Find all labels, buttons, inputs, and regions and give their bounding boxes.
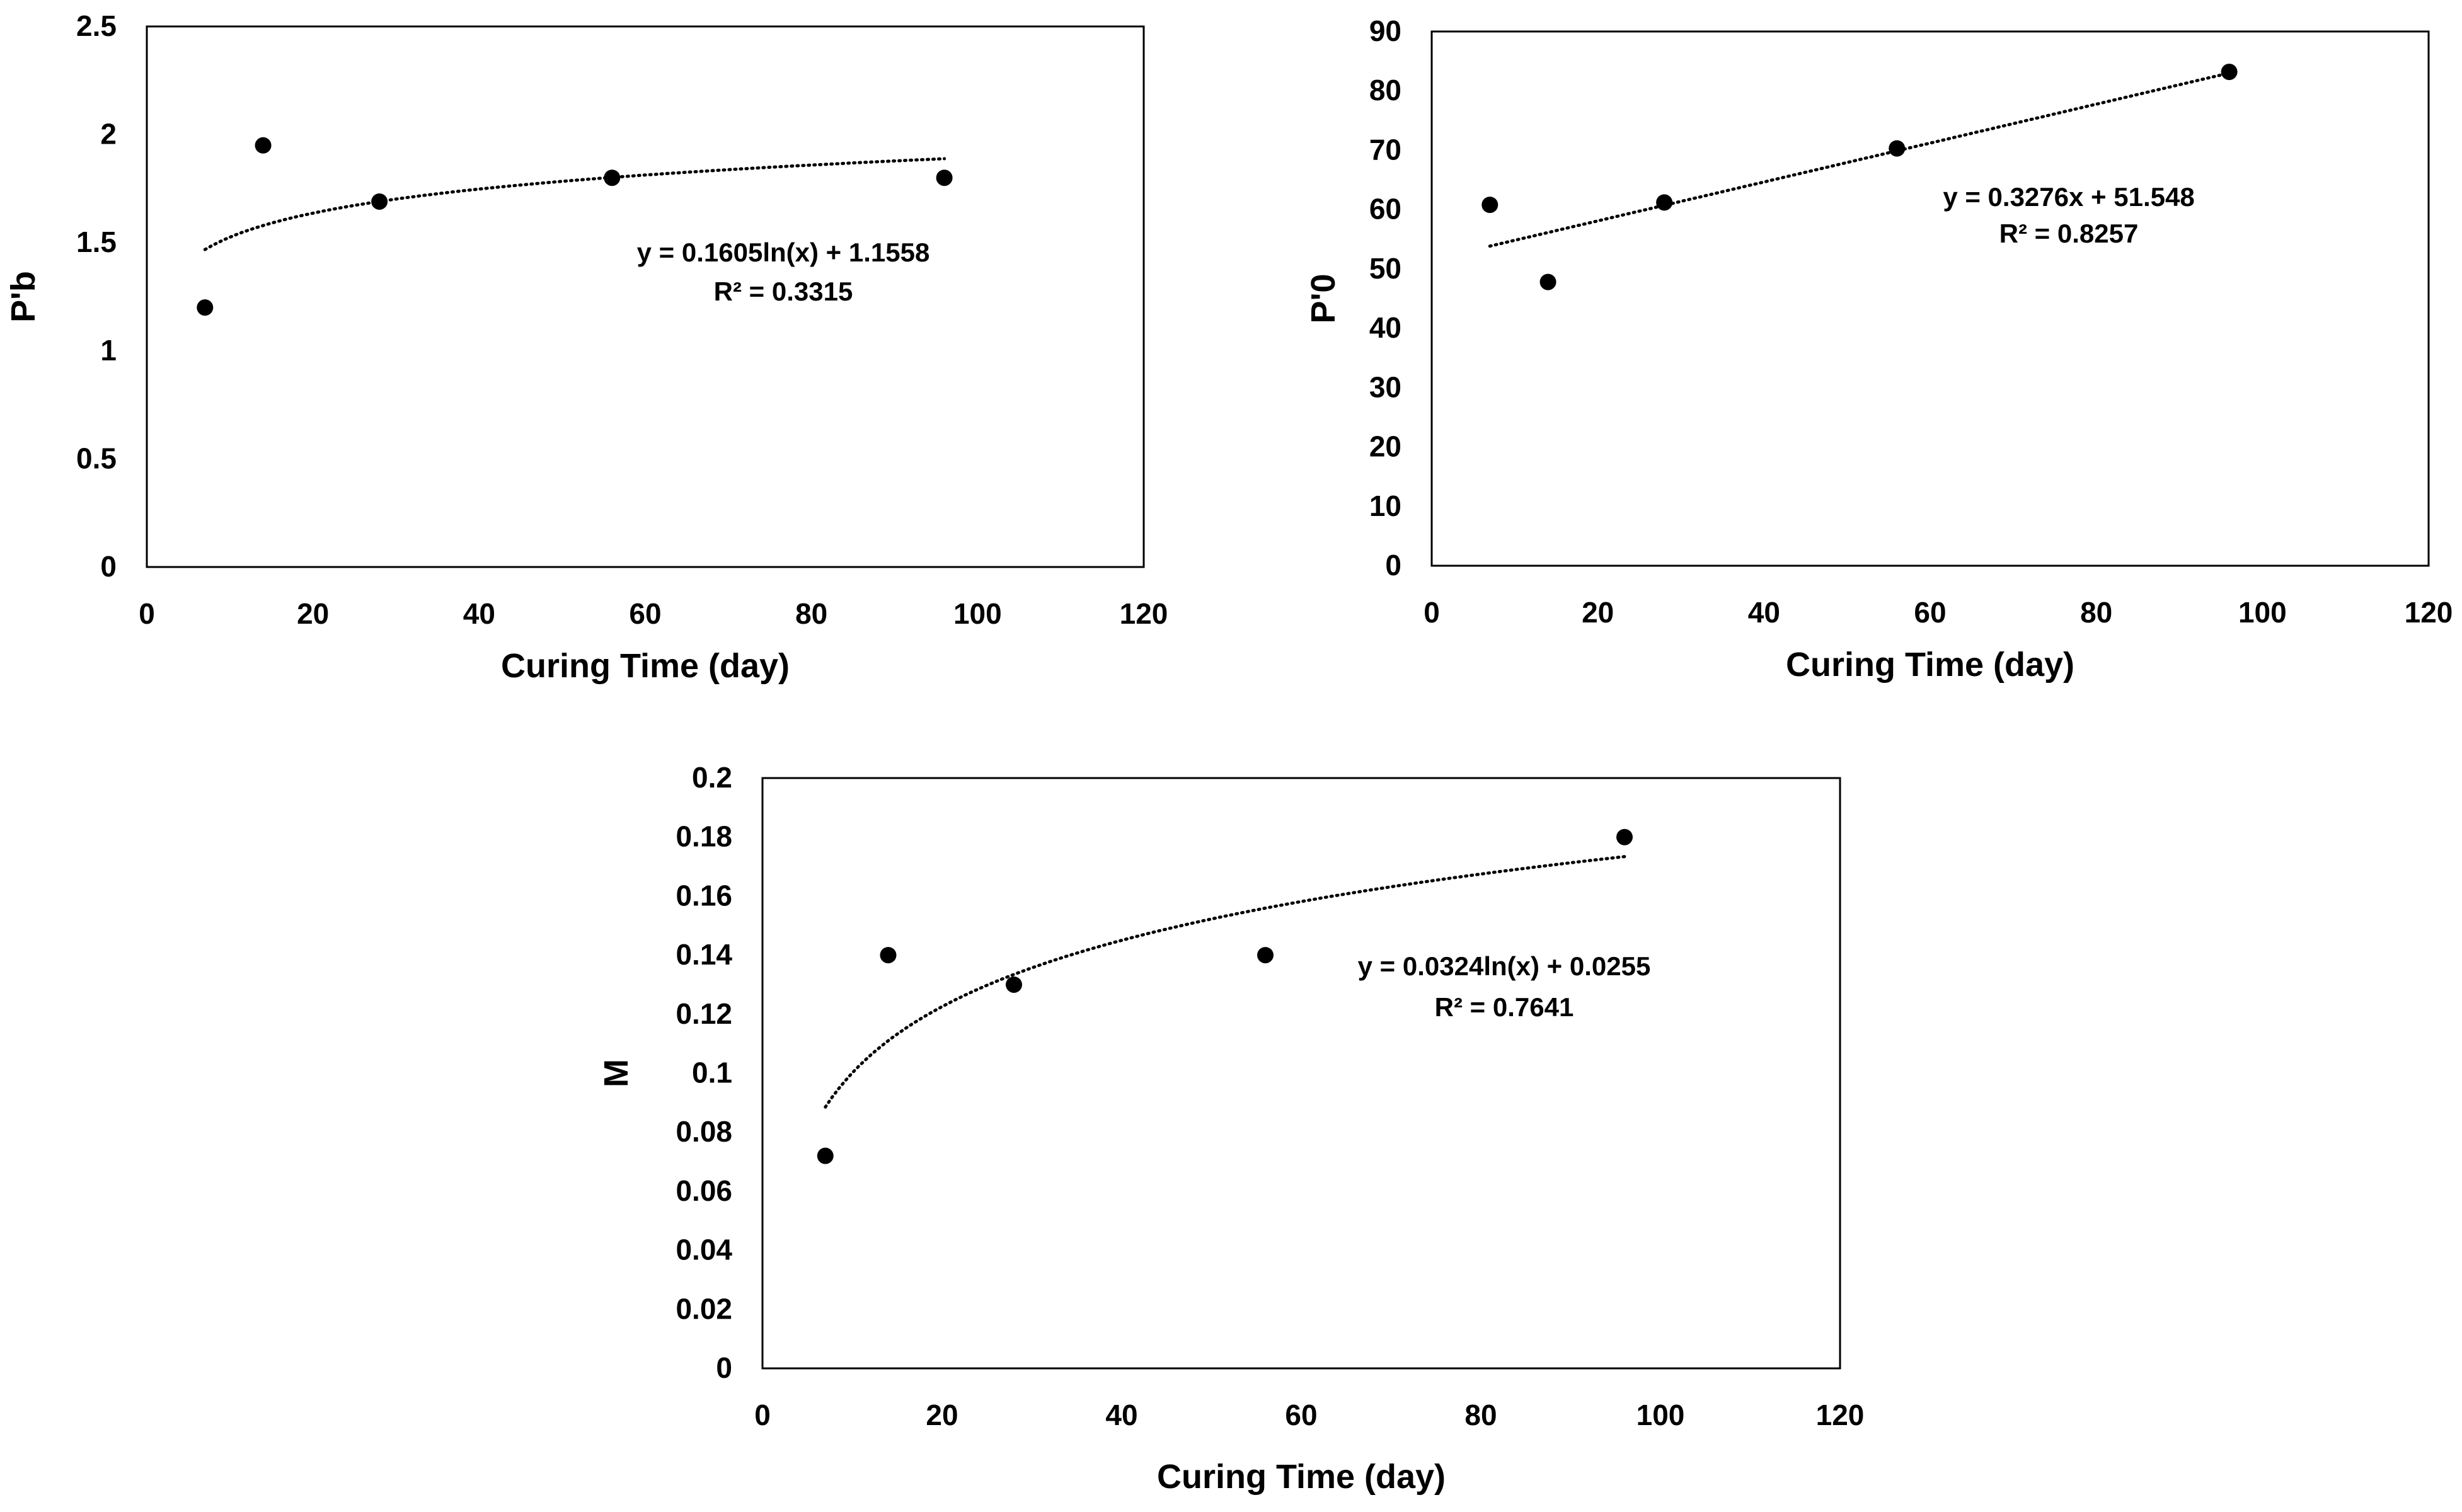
chart-pb: 0 0.5 1 1.5 2 2.5 0 20 40 60 80 100 120 Curing Time (…	[4, 9, 1168, 685]
y-tick-label: 0	[100, 550, 117, 583]
y-tick-label: 2	[100, 118, 117, 151]
x-tick-label: 60	[1914, 596, 1946, 629]
y-tick-label: 0	[716, 1351, 732, 1384]
y-tick-label: 80	[1369, 74, 1401, 106]
plot-area-frame	[1430, 30, 2430, 567]
x-tick-label: 60	[1285, 1399, 1317, 1431]
x-tick-label: 20	[297, 597, 329, 630]
data-point	[1539, 273, 1556, 290]
chart-m: 0 0.02 0.04 0.06 0.08 0.1 0.12 0.14 0.16 0.18 0.2 0…	[597, 761, 1864, 1496]
data-point	[1257, 947, 1274, 964]
data-point	[604, 169, 621, 186]
x-tick-label: 80	[1464, 1399, 1497, 1431]
y-tick-label: 60	[1369, 193, 1401, 226]
r-squared-label: R² = 0.8257	[1999, 219, 2139, 248]
data-point	[255, 137, 272, 154]
y-tick-label: 0.08	[676, 1115, 732, 1148]
y-tick-label: 0.12	[676, 997, 732, 1030]
data-point	[2221, 64, 2238, 81]
data-point	[197, 299, 214, 316]
y-tick-label: 50	[1369, 252, 1401, 285]
y-tick-label: 90	[1369, 14, 1401, 47]
x-tick-label: 40	[1105, 1399, 1137, 1431]
y-tick-label: 0	[1385, 549, 1401, 581]
y-tick-label: 0.06	[676, 1174, 732, 1207]
x-axis-title: Curing Time (day)	[501, 647, 790, 685]
x-tick-label: 120	[1120, 597, 1168, 630]
plot-area-frame	[761, 777, 1841, 1370]
data-point	[880, 947, 897, 964]
y-tick-label: 20	[1369, 430, 1401, 463]
y-tick-label: 2.5	[76, 9, 117, 42]
y-tick-label: 0.02	[676, 1292, 732, 1325]
data-point	[1656, 194, 1673, 211]
x-tick-label: 80	[2080, 596, 2112, 629]
chart-p0: 0 10 20 30 40 50 60 70 80 90 0 20 40 60 80 100 120 Curing…	[1304, 14, 2453, 684]
y-axis-title: M	[597, 1059, 635, 1087]
y-tick-label: 0.04	[676, 1234, 732, 1266]
y-tick-label: 0.16	[676, 879, 732, 912]
y-axis-title: P'0	[1304, 274, 1342, 324]
plot-area-frame	[146, 25, 1145, 568]
trendline	[1488, 71, 2231, 248]
data-point	[1889, 140, 1906, 157]
x-tick-label: 60	[629, 597, 661, 630]
r-squared-label: R² = 0.7641	[1435, 992, 1574, 1022]
x-tick-label: 120	[1816, 1399, 1865, 1431]
y-tick-label: 10	[1369, 490, 1401, 522]
trendline	[203, 157, 946, 251]
y-tick-label: 0.14	[676, 938, 732, 971]
data-point	[936, 169, 953, 186]
x-axis-title: Curing Time (day)	[1157, 1458, 1446, 1496]
y-tick-label: 1	[100, 334, 117, 367]
y-tick-label: 70	[1369, 133, 1401, 166]
x-tick-label: 100	[2238, 596, 2287, 629]
x-tick-label: 100	[953, 597, 1002, 630]
trendline-equation: y = 0.1605ln(x) + 1.1558	[637, 238, 930, 267]
x-tick-label: 0	[1424, 596, 1440, 629]
y-tick-label: 30	[1369, 370, 1401, 403]
y-tick-label: 40	[1369, 311, 1401, 344]
x-tick-label: 20	[1582, 596, 1614, 629]
x-axis-title: Curing Time (day)	[1786, 646, 2074, 684]
x-tick-label: 0	[139, 597, 155, 630]
r-squared-label: R² = 0.3315	[714, 277, 853, 306]
x-tick-label: 40	[1748, 596, 1780, 629]
x-tick-label: 0	[754, 1399, 771, 1431]
y-tick-label: 0.18	[676, 820, 732, 853]
y-tick-label: 1.5	[76, 226, 117, 258]
x-tick-label: 80	[795, 597, 827, 630]
x-tick-label: 100	[1637, 1399, 1685, 1431]
trendline-equation: y = 0.0324ln(x) + 0.0255	[1358, 951, 1651, 981]
y-tick-label: 0.1	[692, 1057, 732, 1089]
data-point	[1006, 976, 1022, 993]
x-tick-label: 120	[2405, 596, 2453, 629]
trendline	[824, 855, 1626, 1109]
y-axis-title: P'b	[4, 271, 42, 323]
data-point	[1616, 828, 1633, 845]
data-point	[817, 1147, 834, 1164]
y-tick-label: 0.2	[692, 761, 732, 794]
x-tick-label: 40	[463, 597, 495, 630]
trendline-equation: y = 0.3276x + 51.548	[1943, 182, 2194, 212]
y-tick-label: 0.5	[76, 442, 117, 474]
data-point	[371, 193, 388, 210]
x-tick-label: 20	[926, 1399, 958, 1431]
data-point	[1481, 197, 1498, 214]
